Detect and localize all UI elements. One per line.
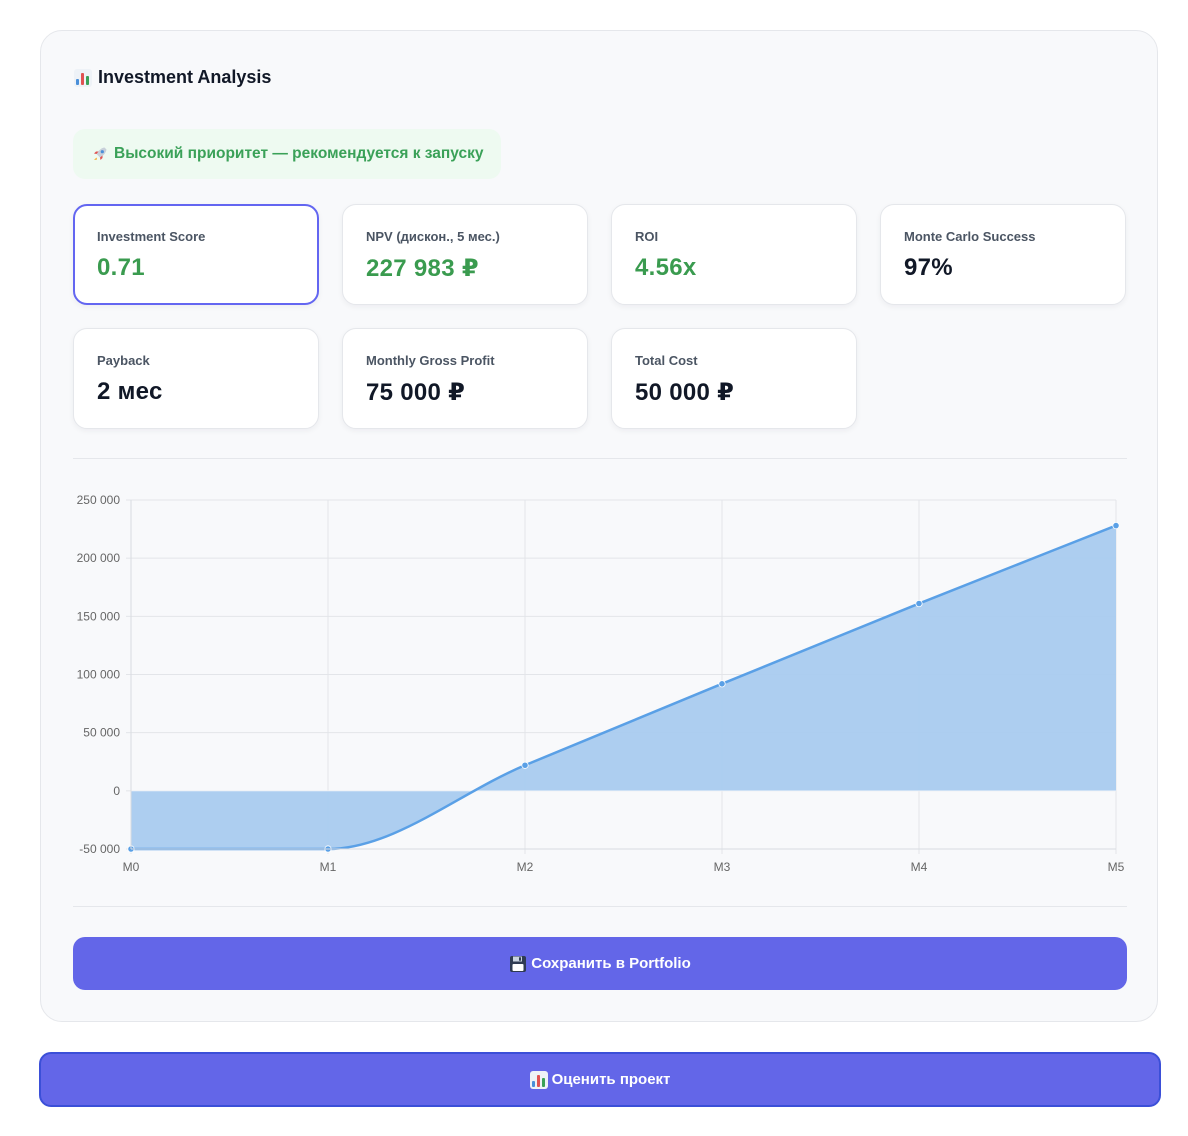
- metric-card-roi: ROI 4.56x: [611, 204, 857, 305]
- metric-card-monte-carlo: Monte Carlo Success 97%: [880, 204, 1126, 305]
- chart-x-tick-label: M5: [1108, 860, 1125, 874]
- chart-area-fill: [131, 525, 1116, 849]
- metric-value: 2 мес: [97, 378, 163, 405]
- chart-x-tick-label: M4: [911, 860, 928, 874]
- metric-label: Investment Score: [97, 229, 206, 244]
- metric-label: ROI: [635, 229, 659, 244]
- chart-x-tick-label: M2: [517, 860, 534, 874]
- metric-card-monthly-gross-profit: Monthly Gross Profit 75 000 ₽: [342, 328, 588, 429]
- chart-data-point: [718, 680, 726, 688]
- metric-card-total-cost: Total Cost 50 000 ₽: [611, 328, 857, 429]
- chart-x-tick-label: M0: [123, 860, 140, 874]
- chart-y-tick-label: 150 000: [77, 609, 121, 623]
- priority-badge: Высокий приоритет — рекомендуется к запу…: [73, 129, 501, 179]
- chart-y-tick-label: 50 000: [83, 726, 120, 740]
- metric-label: Total Cost: [635, 353, 698, 368]
- investment-analysis-panel: Investment Analysis Высокий приоритет — …: [40, 30, 1158, 1022]
- metric-label: Monthly Gross Profit: [366, 353, 495, 368]
- metric-value: 75 000 ₽: [366, 379, 466, 406]
- chart-y-tick-label: 100 000: [77, 668, 121, 682]
- chart-y-tick-label: 200 000: [77, 551, 121, 565]
- metric-label: Monte Carlo Success: [904, 229, 1036, 244]
- evaluate-project-button[interactable]: Оценить проект: [39, 1052, 1161, 1107]
- chart-y-tick-label: -50 000: [79, 842, 120, 856]
- metric-value: 0.71: [97, 254, 145, 281]
- chart-data-point: [915, 599, 923, 608]
- chart-x-tick-label: M3: [714, 860, 731, 874]
- divider: [73, 906, 1127, 907]
- metric-value: 50 000 ₽: [635, 379, 735, 406]
- panel-title-text: Investment Analysis: [98, 67, 272, 87]
- metric-card-payback: Payback 2 мес: [73, 328, 319, 429]
- save-to-portfolio-button[interactable]: Сохранить в Portfolio: [73, 937, 1127, 990]
- bar-chart-icon: [74, 68, 92, 87]
- metric-value: 4.56x: [635, 254, 697, 281]
- chart-y-tick-label: 0: [113, 784, 120, 798]
- chart-data-point: [521, 761, 529, 769]
- chart-y-tick-label: 250 000: [77, 493, 121, 507]
- metric-label: Payback: [97, 353, 150, 368]
- metric-label: NPV (дискон., 5 мес.): [366, 229, 500, 244]
- bar-chart-icon: [529, 1070, 548, 1089]
- save-button-label: Сохранить в Portfolio: [531, 955, 691, 972]
- chart-data-point: [1112, 521, 1120, 530]
- evaluate-button-label: Оценить проект: [551, 1071, 671, 1088]
- metric-card-npv: NPV (дискон., 5 мес.) 227 983 ₽: [342, 204, 588, 305]
- priority-badge-text: Высокий приоритет — рекомендуется к запу…: [114, 145, 484, 162]
- metric-value: 227 983 ₽: [366, 255, 479, 282]
- divider: [73, 458, 1127, 459]
- metric-value: 97%: [904, 254, 953, 281]
- cash-flow-chart: -50 000 0 50 000 100 000 150 000 200 000 250 0…: [77, 493, 1125, 874]
- rocket-icon: [94, 147, 107, 160]
- floppy-disk-icon: [510, 955, 527, 972]
- panel-title: Investment Analysis: [74, 67, 271, 88]
- metric-card-investment-score: Investment Score 0.71: [73, 204, 319, 305]
- chart-x-tick-label: M1: [320, 860, 337, 874]
